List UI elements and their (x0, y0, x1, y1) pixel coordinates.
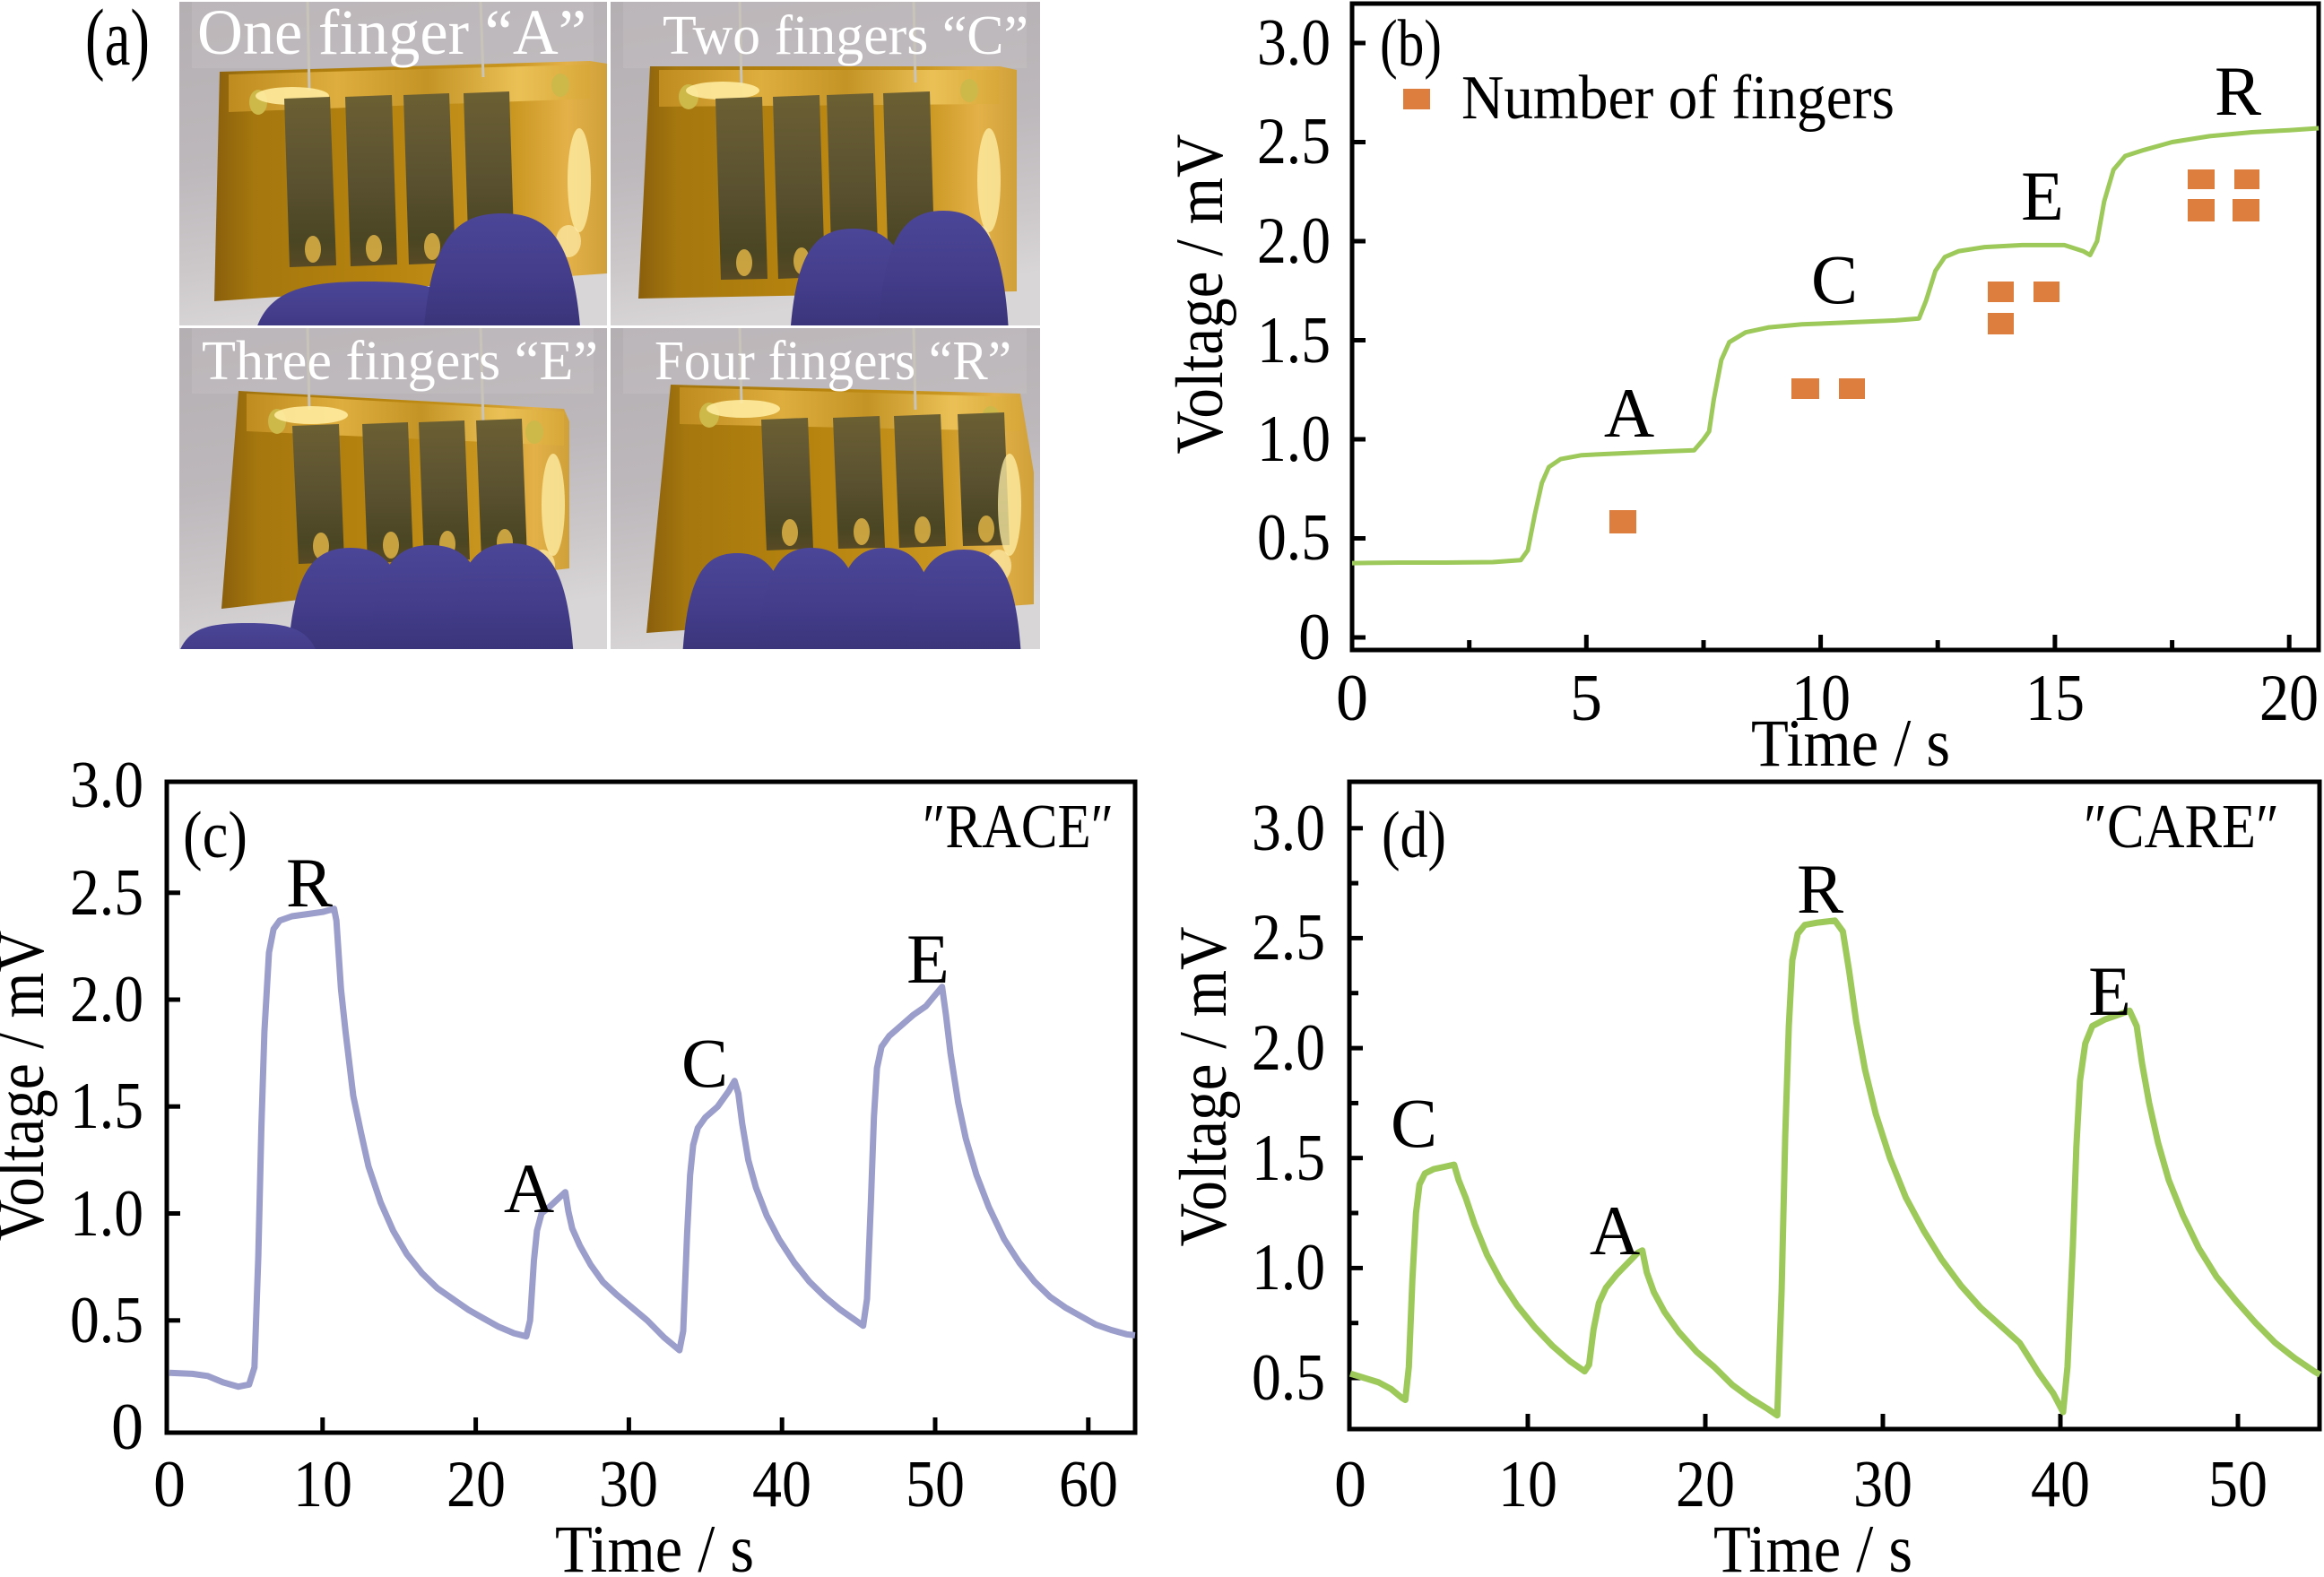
svg-text:2.5: 2.5 (1257, 105, 1331, 178)
svg-text:2.0: 2.0 (70, 963, 143, 1036)
svg-text:Time / s: Time / s (1713, 1512, 1912, 1573)
svg-text:20: 20 (2259, 662, 2319, 735)
svg-text:(d): (d) (1382, 799, 1446, 872)
svg-text:3.0: 3.0 (1257, 6, 1331, 80)
svg-text:40: 40 (752, 1448, 811, 1521)
svg-text:A: A (1590, 1191, 1640, 1269)
svg-text:2.0: 2.0 (1252, 1011, 1325, 1085)
svg-text:R: R (2215, 52, 2261, 130)
svg-text:3.0: 3.0 (1252, 792, 1325, 865)
svg-text:One finger “A”: One finger “A” (197, 0, 586, 68)
svg-text:Two fingers “C”: Two fingers “C” (663, 5, 1028, 66)
svg-text:1.0: 1.0 (70, 1177, 143, 1251)
svg-text:0: 0 (111, 1391, 143, 1464)
svg-text:60: 60 (1059, 1448, 1118, 1521)
svg-text:1.0: 1.0 (1252, 1231, 1325, 1304)
svg-text:Four fingers “R”: Four fingers “R” (655, 331, 1011, 392)
svg-text:50: 50 (906, 1448, 965, 1521)
svg-text:1.0: 1.0 (1257, 403, 1331, 476)
svg-text:1.5: 1.5 (1252, 1122, 1325, 1195)
svg-text:Voltage / mV: Voltage / mV (1166, 927, 1241, 1247)
svg-text:A: A (504, 1149, 554, 1227)
svg-text:2.0: 2.0 (1257, 204, 1331, 278)
svg-text:40: 40 (2031, 1448, 2090, 1521)
svg-text:0: 0 (1334, 1448, 1366, 1521)
svg-text:2.5: 2.5 (70, 856, 143, 930)
svg-text:Three fingers “E”: Three fingers “E” (202, 331, 598, 392)
svg-text:Voltage / mV: Voltage / mV (1163, 134, 1237, 455)
svg-text:C: C (681, 1024, 728, 1102)
svg-text:R: R (286, 844, 333, 922)
svg-text:0: 0 (1298, 601, 1331, 674)
svg-text:0.5: 0.5 (1252, 1341, 1325, 1415)
svg-text:0.5: 0.5 (1257, 501, 1331, 575)
svg-text:30: 30 (599, 1448, 658, 1521)
svg-text:5: 5 (1570, 662, 1602, 735)
svg-text:E: E (2088, 952, 2131, 1030)
svg-text:10: 10 (1498, 1448, 1557, 1521)
svg-text:(b): (b) (1380, 7, 1442, 81)
svg-text:0.5: 0.5 (70, 1284, 143, 1357)
svg-text:2.5: 2.5 (1252, 901, 1325, 975)
svg-text:E: E (2021, 157, 2064, 235)
svg-text:30: 30 (1853, 1448, 1912, 1521)
svg-text:″CARE″: ″CARE″ (2084, 793, 2279, 862)
svg-text:Time / s: Time / s (555, 1512, 754, 1573)
svg-text:C: C (1391, 1084, 1437, 1162)
svg-text:20: 20 (447, 1448, 506, 1521)
svg-text:15: 15 (2025, 662, 2085, 735)
svg-text:20: 20 (1676, 1448, 1735, 1521)
svg-text:″RACE″: ″RACE″ (923, 793, 1114, 862)
svg-text:Number of fingers: Number of fingers (1461, 64, 1895, 133)
svg-text:C: C (1811, 240, 1858, 318)
svg-text:0: 0 (1336, 662, 1368, 735)
svg-text:R: R (1797, 850, 1843, 928)
svg-text:Time / s: Time / s (1751, 706, 1950, 781)
svg-text:A: A (1604, 374, 1654, 452)
svg-text:(a): (a) (85, 0, 150, 82)
svg-text:(c): (c) (183, 799, 247, 872)
svg-text:50: 50 (2208, 1448, 2268, 1521)
svg-text:Voltage / mV: Voltage / mV (0, 931, 58, 1242)
svg-text:1.5: 1.5 (1257, 304, 1331, 377)
svg-text:0: 0 (153, 1448, 186, 1521)
svg-text:1.5: 1.5 (70, 1070, 143, 1143)
svg-text:10: 10 (1791, 662, 1851, 735)
svg-text:E: E (906, 920, 950, 998)
svg-text:10: 10 (293, 1448, 352, 1521)
svg-text:3.0: 3.0 (70, 749, 143, 822)
